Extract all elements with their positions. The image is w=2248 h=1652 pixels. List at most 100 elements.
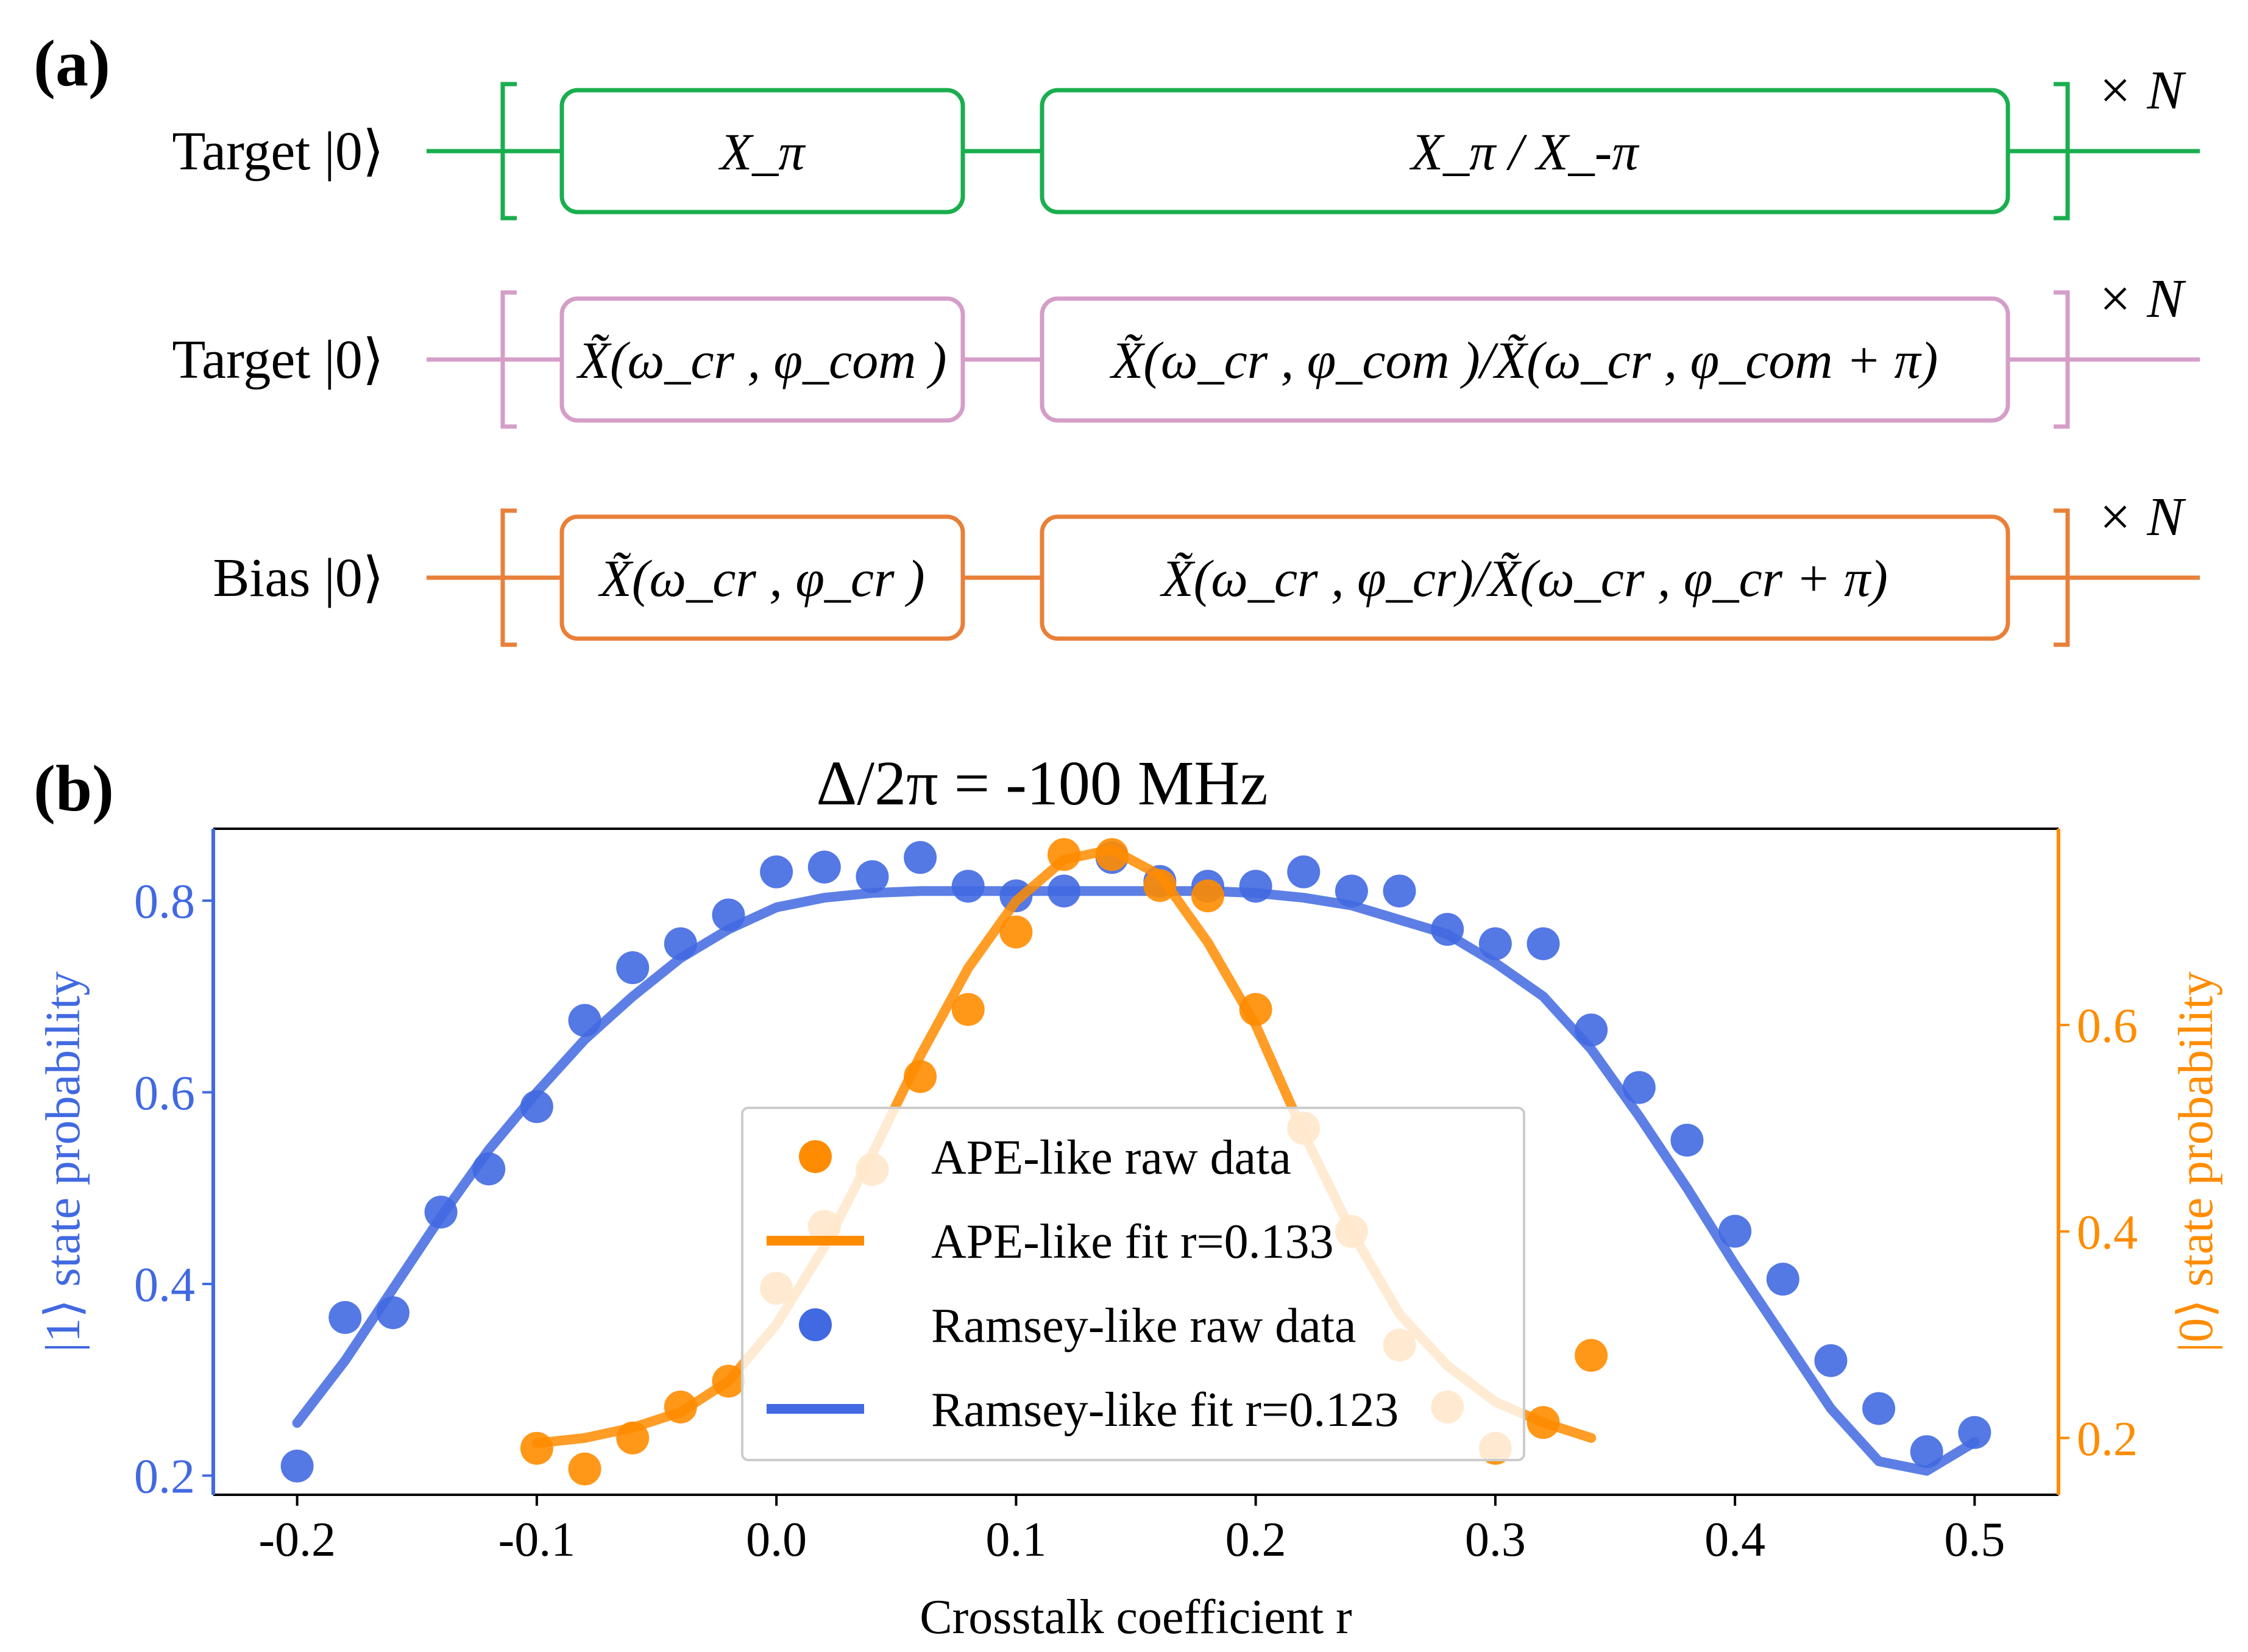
data-point	[280, 1449, 314, 1483]
data-point	[807, 850, 841, 884]
data-point	[1526, 1406, 1560, 1439]
data-point	[1048, 838, 1081, 871]
data-point	[1958, 1416, 1991, 1449]
gate-box-first	[559, 514, 965, 641]
gate-label-second: X̃(ω_cr , φ_com )/X̃(ω_cr , φ_com + π)	[1110, 331, 1938, 389]
chart-title: Δ/2π = -100 MHz	[816, 748, 1268, 818]
data-point	[951, 993, 985, 1026]
data-point	[328, 1301, 362, 1335]
crosstalk-chart-panel: (b) Δ/2π = -100 MHz -0.2 -0.1 0.0 0.1 0.2 0.3…	[34, 748, 2223, 1644]
y-left-tick-label: 0.4	[134, 1258, 195, 1312]
legend-entry-label: Ramsey-like fit r=0.123	[931, 1383, 1399, 1437]
data-point	[760, 855, 793, 888]
gate-label-first: X̃(ω_cr , φ_cr )	[598, 549, 924, 608]
y-left-tick-label: 0.8	[134, 875, 195, 929]
data-point	[520, 1090, 553, 1124]
y-right-tick-label: 0.6	[2077, 999, 2138, 1053]
data-point	[1383, 874, 1416, 908]
x-tick-label: 0.1	[985, 1513, 1046, 1567]
x-tick-label: -0.2	[258, 1513, 336, 1567]
data-point	[664, 1390, 697, 1423]
gate-box-second	[1040, 296, 2010, 423]
data-point	[1478, 927, 1512, 960]
repeat-bracket-right	[2054, 290, 2070, 429]
data-point	[1910, 1435, 1943, 1469]
sequence-row-pink: Target |0⟩ X̃(ω_cr , φ_com ) X̃(ω_cr , φ_c…	[172, 269, 2200, 429]
x-axis-label: Crosstalk coefficient r	[920, 1590, 1352, 1644]
data-point	[1575, 1339, 1608, 1372]
pulse-sequence-panel: (a) Target |0⟩ X_π X_π / X_-π × N Target |0…	[34, 27, 2200, 647]
sequence-row-green: Target |0⟩ X_π X_π / X_-π × N	[172, 60, 2200, 221]
panel-a-label: (a)	[34, 27, 110, 100]
data-point	[664, 927, 697, 960]
data-point	[904, 841, 937, 874]
repeat-bracket-right	[2054, 508, 2070, 647]
data-point	[856, 860, 889, 893]
data-point	[520, 1431, 553, 1465]
data-point	[1335, 874, 1368, 908]
repeat-bracket-left	[500, 82, 517, 221]
sequence-row-orange: Bias |0⟩ X̃(ω_cr , φ_cr ) X̃(ω_cr , φ_cr)/…	[213, 487, 2200, 647]
y-right-tick-label: 0.4	[2077, 1206, 2138, 1260]
data-point	[1575, 1013, 1608, 1047]
legend-dot-marker	[799, 1308, 832, 1341]
y-left-axis-label: |1⟩ state probability	[37, 971, 90, 1352]
x-tick-label: 0.2	[1225, 1513, 1286, 1567]
data-point	[1670, 1124, 1704, 1157]
data-point	[424, 1196, 458, 1229]
data-point	[1048, 874, 1081, 908]
gate-box-second	[1040, 514, 2010, 641]
legend-entry-label: APE-like raw data	[931, 1131, 1291, 1185]
data-point	[1814, 1344, 1848, 1377]
data-point	[1239, 870, 1272, 903]
legend-box	[741, 1107, 1525, 1461]
data-point	[568, 1004, 601, 1037]
data-point	[1622, 1071, 1656, 1104]
series-ramsey-like-fit-r-0-123	[292, 886, 1980, 1476]
gate-label-first: X_π	[718, 122, 807, 181]
data-point	[1718, 1214, 1752, 1248]
x-tick-label: 0.3	[1465, 1513, 1526, 1567]
gate-label-first: X̃(ω_cr , φ_com )	[576, 331, 946, 389]
legend-entry-label: Ramsey-like raw data	[931, 1299, 1356, 1353]
repeat-bracket-left	[500, 290, 517, 429]
data-point	[1095, 838, 1129, 871]
legend: APE-like raw data APE-like fit r=0.133 Ram…	[741, 1107, 1525, 1461]
gate-box-first	[559, 88, 965, 214]
legend-dot-marker	[799, 1140, 832, 1173]
data-point	[712, 898, 745, 932]
data-point	[1766, 1263, 1799, 1296]
data-point	[616, 951, 650, 985]
data-point	[904, 1060, 937, 1093]
qubit-label: Target |0⟩	[172, 330, 384, 390]
data-point	[1431, 913, 1464, 946]
data-point	[1287, 855, 1321, 888]
data-point	[951, 870, 985, 903]
y-right-tick-label: 0.2	[2077, 1413, 2138, 1466]
y-right-axis-label: |0⟩ state probability	[2169, 971, 2223, 1352]
data-point	[472, 1152, 506, 1186]
plot-area: -0.2 -0.1 0.0 0.1 0.2 0.3 0.4 0.5 0.2 0.4 0.6 0.8 0.…	[37, 828, 2223, 1644]
legend-entry-label: APE-like fit r=0.133	[931, 1215, 1334, 1269]
repeat-bracket-left	[500, 508, 517, 647]
gate-label-second: X̃(ω_cr , φ_cr)/X̃(ω_cr , φ_cr + π)	[1160, 549, 1888, 608]
repeat-bracket-right	[2054, 82, 2070, 221]
data-point	[712, 1364, 745, 1398]
repeat-label: × N	[2096, 269, 2186, 329]
data-point	[376, 1296, 410, 1330]
panel-b-label: (b)	[34, 753, 114, 825]
gate-box-second	[1040, 88, 2010, 214]
gate-label-second: X_π / X_-π	[1409, 122, 1640, 181]
data-point	[999, 915, 1033, 949]
x-tick-label: 0.0	[746, 1513, 807, 1567]
y-left-tick-label: 0.2	[134, 1450, 195, 1504]
y-left-tick-label: 0.6	[134, 1066, 195, 1120]
data-point	[1862, 1392, 1896, 1425]
x-tick-label: 0.5	[1944, 1513, 2005, 1567]
data-point	[1526, 927, 1560, 960]
qubit-label: Target |0⟩	[172, 121, 384, 182]
repeat-label: × N	[2096, 60, 2186, 121]
data-point	[1143, 869, 1177, 902]
x-tick-label: -0.1	[498, 1513, 576, 1567]
